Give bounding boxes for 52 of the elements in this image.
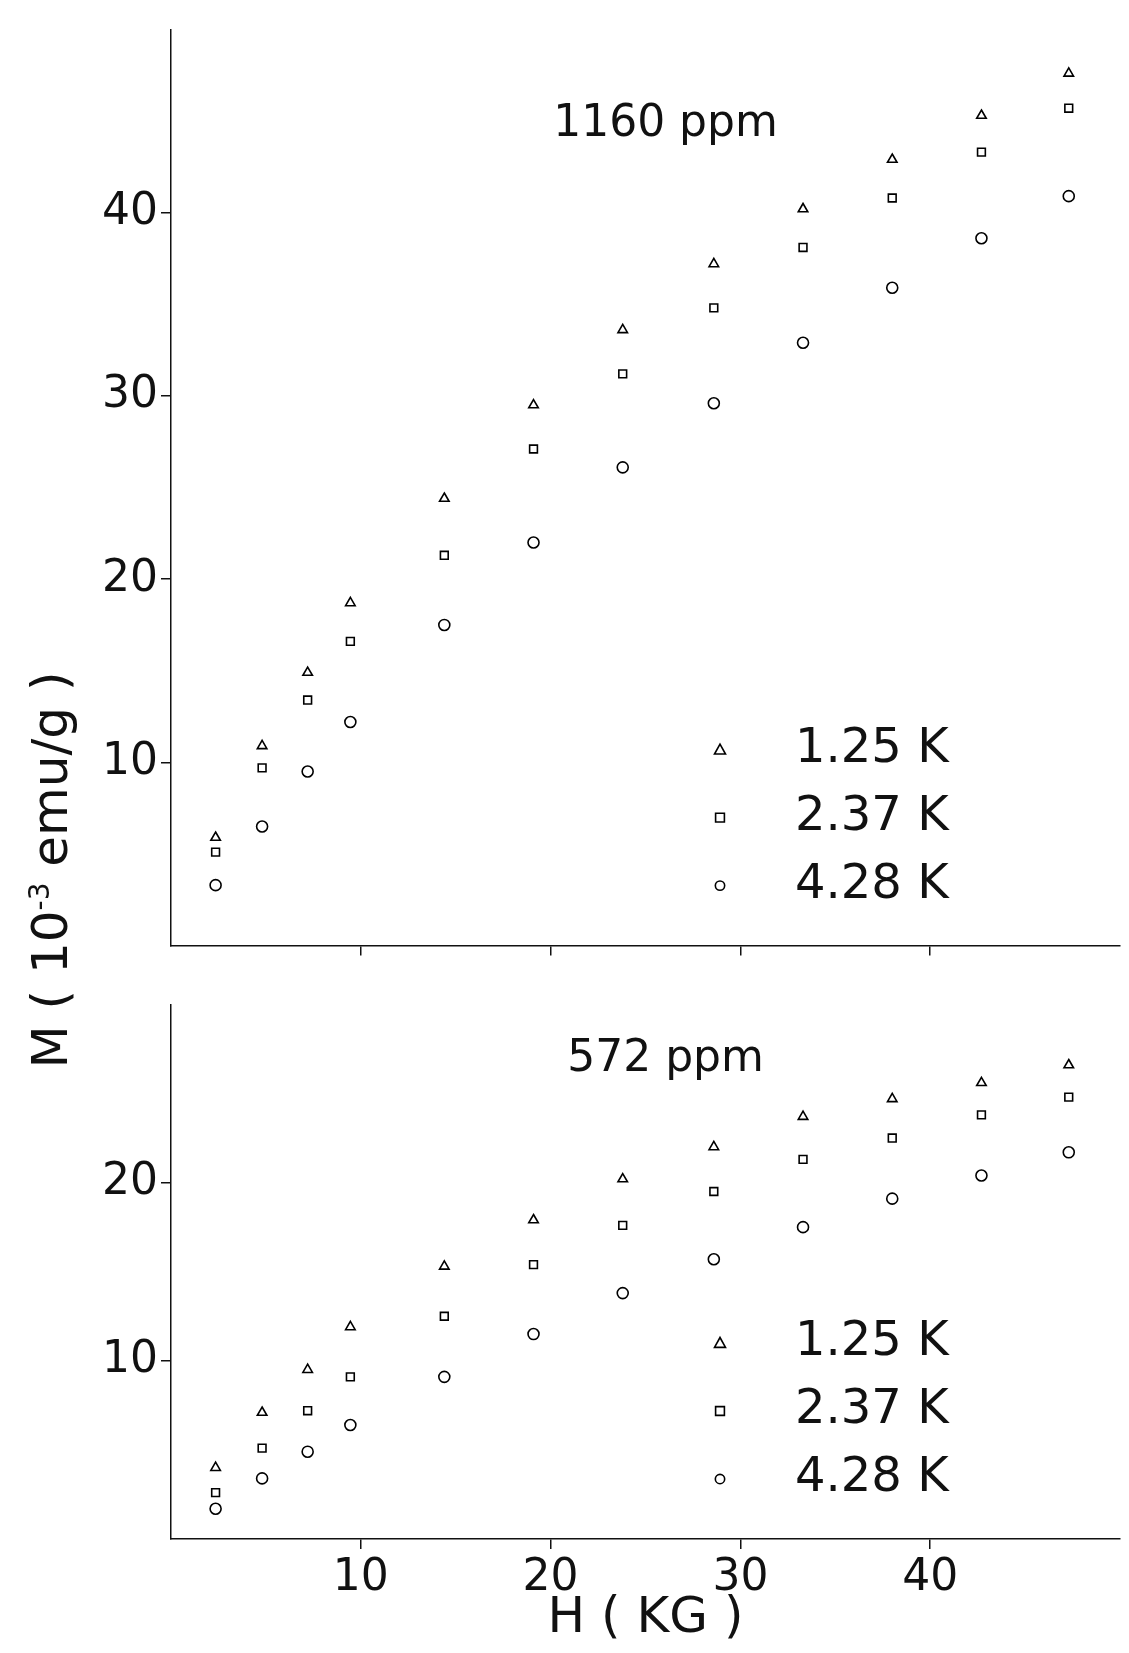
text: 572 ppm [567, 1029, 764, 1081]
point [344, 1320, 356, 1331]
y-tick-label: 20 [102, 1153, 158, 1205]
point [797, 1110, 809, 1121]
y-tick-label: 10 [102, 732, 158, 784]
point [616, 1286, 630, 1300]
point [439, 1311, 449, 1321]
point [975, 1076, 988, 1087]
point [527, 1327, 540, 1341]
point [885, 1192, 899, 1205]
point [302, 1406, 313, 1416]
legend-label: 1.25 K [795, 1310, 951, 1367]
point [210, 1487, 221, 1498]
y-tick-label: 20 [102, 549, 158, 601]
point [301, 1445, 314, 1458]
legend-label: 4.28 K [795, 1446, 951, 1503]
y-tick-label: 30 [102, 366, 158, 418]
point [528, 1259, 539, 1270]
point [209, 1502, 222, 1516]
point [255, 1472, 269, 1485]
point [708, 1140, 720, 1151]
point [344, 1418, 357, 1432]
legend-label: 2.37 K [795, 1378, 951, 1435]
point [210, 1461, 222, 1472]
text: 1160 ppm [553, 94, 778, 146]
legend-label: 4.28 K [795, 853, 951, 910]
point [709, 1186, 719, 1197]
point [707, 1252, 721, 1266]
x-tick-label: 40 [902, 1548, 959, 1600]
y-tick-label: 10 [102, 1331, 158, 1383]
point [798, 1154, 808, 1165]
point [617, 1172, 629, 1183]
point [887, 1133, 897, 1143]
y-tick-label: 40 [102, 183, 158, 235]
point [256, 1406, 268, 1417]
legend-label: 1.25 K [795, 717, 951, 774]
point [302, 1363, 314, 1374]
point [886, 1092, 898, 1103]
point [1062, 1146, 1076, 1159]
legend-label: 2.37 K [795, 785, 951, 842]
point [1063, 1058, 1075, 1069]
point [345, 1372, 356, 1382]
point [257, 1443, 267, 1453]
point [975, 1169, 988, 1182]
point [527, 1213, 540, 1224]
point [438, 1260, 450, 1270]
point [976, 1110, 987, 1120]
point [1064, 1092, 1074, 1102]
point [438, 1370, 451, 1384]
point [618, 1220, 628, 1231]
x-tick-label: 10 [332, 1548, 389, 1600]
point [796, 1220, 810, 1234]
